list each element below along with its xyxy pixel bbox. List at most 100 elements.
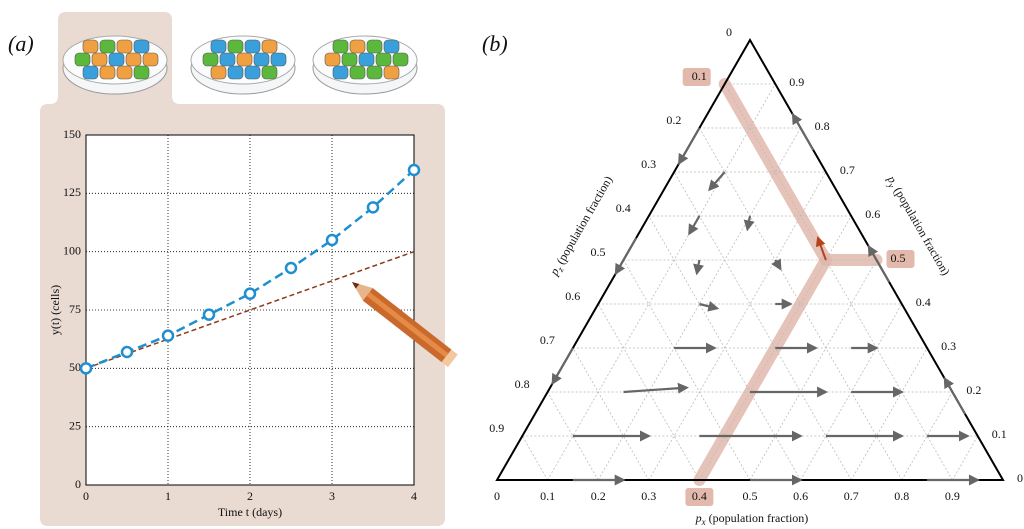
cell [143,53,158,66]
z-tick-label: 0.1 [692,69,707,83]
cell [92,53,107,66]
grid-line [548,84,776,480]
cell [83,40,98,53]
grid-line [624,260,751,480]
x-tick-label: 0.5 [743,489,758,503]
z-tick-label: 0.2 [666,113,681,127]
cell [325,53,340,66]
cell [376,53,391,66]
z-tick-label: 0.5 [591,245,606,259]
x-tick-label: 0.8 [894,489,909,503]
cell [126,53,141,66]
vector-arrow [747,216,750,229]
x-tick-label: 0 [83,489,89,503]
ternary-chart: 0 0.1 0.2 0.3 0.4 0.5 0.6 0.7 0.8 0.9 0 0.1 0.2 0.3 0.… [489,25,1023,527]
data-point [409,165,419,175]
y-tick-label: 0.9 [789,75,804,89]
grid-line [952,436,977,480]
data-point [81,363,91,373]
cell [211,66,226,79]
data-point [204,310,214,320]
x-tick-label: 0.7 [844,489,859,503]
cell [333,66,348,79]
cell [350,40,365,53]
x-tick-label: 0 [494,489,500,503]
z-tick-label: 0.7 [540,333,555,347]
data-point [122,347,132,357]
axis-subscript: x [701,517,706,527]
cell [271,53,286,66]
data-point [163,331,173,341]
data-point [327,235,337,245]
cell [359,53,374,66]
vector-arrow [679,128,699,163]
axis-label: px(population fraction) [695,511,809,527]
z-tick-label: 0 [726,25,732,39]
cell [333,40,348,53]
vector-arrow [775,260,780,269]
x-tick-label: 2 [247,489,253,503]
grid-line [522,436,547,480]
cell [350,66,365,79]
x-tick-label: 0.4 [692,489,707,503]
cell [117,66,132,79]
vector-arrow [699,304,717,308]
cell [384,66,399,79]
cell [100,40,115,53]
y-tick-label: 0.4 [916,295,931,309]
cell [220,53,235,66]
y-tick-label: 50 [69,360,81,374]
cell [393,53,408,66]
x-tick-label: 3 [329,489,335,503]
y-tick-label: 0.6 [865,207,880,221]
y-tick-label: 0.5 [891,251,906,265]
y-tick-label: 0 [1017,471,1023,485]
vector-arrow [553,348,573,383]
vector-arrow [710,172,725,190]
vector-arrow [624,388,687,392]
cell [254,53,269,66]
z-tick-label: 0.4 [616,201,631,215]
z-tick-label: 0.9 [489,421,504,435]
y-tick-label: 0.8 [815,119,830,133]
cell [134,40,149,53]
vector-arrow [689,216,699,234]
x-tick-label: 0.6 [793,489,808,503]
cell [100,66,115,79]
petri-dishes [63,36,417,94]
x-tick-label: 0.1 [540,489,555,503]
grid-line [725,84,953,480]
z-tick-label: 0.8 [515,377,530,391]
cell [75,53,90,66]
vector-arrow [945,379,965,414]
x-tick-label: 0.2 [591,489,606,503]
cell [384,40,399,53]
cell [245,40,260,53]
cell [237,53,252,66]
panel-label: (a) [8,31,34,56]
y-tick-label: 100 [63,243,81,257]
y-tick-label: 0.1 [992,427,1007,441]
x-tick-label: 0.3 [641,489,656,503]
data-point [245,289,255,299]
axis-label: pz(population fraction) [546,173,617,279]
x-tick-label: 0.9 [945,489,960,503]
x-tick-label: 1 [165,489,171,503]
y-tick-label: 150 [63,127,81,141]
cell [228,66,243,79]
grid-line [851,348,927,480]
grid-line [573,348,649,480]
y-axis-label: y(t) (cells) [48,285,62,335]
y-tick-label: 0.3 [941,339,956,353]
grid-line [649,172,826,480]
cell [245,66,260,79]
vector-arrow [793,115,813,150]
x-tick-label: 4 [411,489,417,503]
y-tick-label: 125 [63,185,81,199]
y-tick-label: 0 [75,477,81,491]
cell [134,66,149,79]
cell [83,66,98,79]
cell [367,66,382,79]
cell [211,40,226,53]
